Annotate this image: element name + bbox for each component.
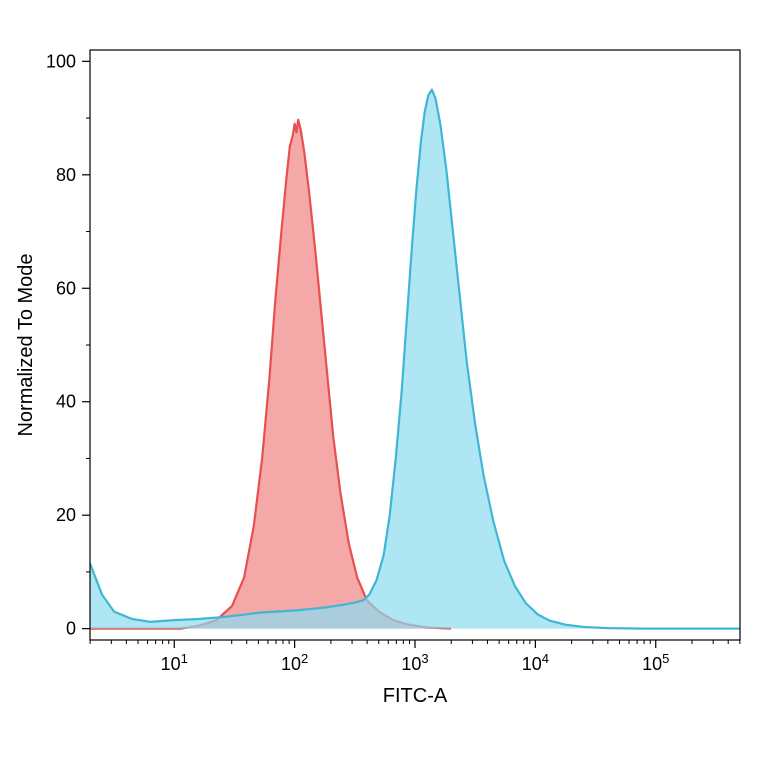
svg-text:80: 80: [56, 165, 76, 185]
chart-container: 020406080100101102103104105FITC-ANormali…: [0, 0, 764, 764]
svg-text:20: 20: [56, 505, 76, 525]
svg-text:100: 100: [46, 51, 76, 71]
x-axis-label: FITC-A: [383, 685, 448, 707]
svg-text:40: 40: [56, 392, 76, 412]
svg-text:0: 0: [66, 619, 76, 639]
y-axis-label: Normalized To Mode: [15, 253, 37, 436]
svg-text:60: 60: [56, 278, 76, 298]
flow-histogram: 020406080100101102103104105FITC-ANormali…: [0, 0, 764, 764]
